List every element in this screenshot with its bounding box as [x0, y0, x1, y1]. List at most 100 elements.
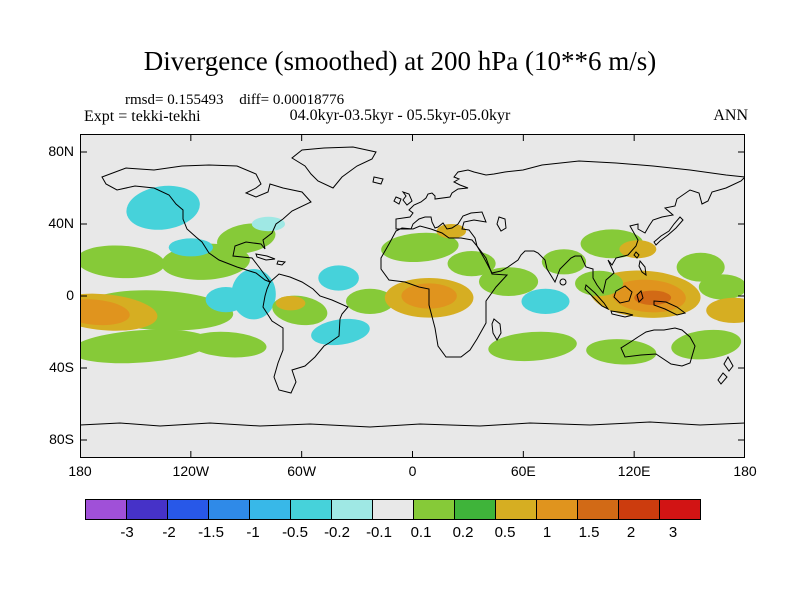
colorbar-cell — [167, 499, 209, 520]
colorbar-cell — [208, 499, 250, 520]
colorbar-level-label: 1 — [542, 524, 552, 541]
coastline-path — [717, 372, 728, 385]
anomaly-region — [318, 265, 359, 291]
stats-line: rmsd= 0.155493 diff= 0.00018776 — [125, 92, 344, 109]
map-frame — [80, 134, 745, 458]
anomaly-region — [676, 252, 725, 282]
axis-ticks — [80, 134, 745, 458]
period-label: 04.0kyr-03.5kyr - 05.5kyr-05.0kyr — [289, 107, 511, 124]
colorbar-cell — [577, 499, 619, 520]
colorbar-cell — [413, 499, 455, 520]
coastline-path — [291, 146, 377, 189]
coastline-path — [633, 251, 640, 259]
colorbar-level-label: -3 — [120, 524, 134, 541]
colorbar-cell — [331, 499, 373, 520]
coastline-path — [255, 253, 276, 261]
coastline-path — [620, 327, 696, 367]
coastline-path — [372, 176, 384, 185]
colorbar-level-label: -1 — [246, 524, 260, 541]
colorbar-cell — [536, 499, 578, 520]
colorbar-level-label: -2 — [162, 524, 176, 541]
lat-tick-label: 80S — [49, 431, 74, 447]
coastline-path — [653, 216, 684, 246]
colorbar-level-label: 1.5 — [578, 524, 600, 541]
anomaly-region — [251, 216, 286, 232]
coastline-path — [101, 164, 312, 284]
colorbar-level-label: 3 — [668, 524, 678, 541]
coastline-path — [80, 421, 745, 428]
anomaly-region — [671, 329, 742, 360]
colorbar-cell — [618, 499, 660, 520]
coastline-path — [491, 318, 502, 342]
colorbar-cell — [454, 499, 496, 520]
coastline-path — [636, 290, 644, 303]
colorbar-cell — [85, 499, 127, 520]
colorbar-cell — [126, 499, 168, 520]
anomaly-region — [436, 224, 467, 239]
lat-tick-label: 40N — [48, 215, 74, 231]
rmsd-value: rmsd= 0.155493 — [125, 92, 224, 108]
anomaly-region — [488, 331, 577, 362]
colorbar-level-label: 0.5 — [494, 524, 516, 541]
colorbar-level-label: -1.5 — [198, 524, 224, 541]
anomaly-region — [575, 270, 624, 296]
colorbar-cell — [290, 499, 332, 520]
coastline-path — [401, 191, 413, 206]
coastline-path — [638, 259, 647, 277]
coastlines — [80, 146, 745, 428]
anomaly-region — [706, 297, 745, 323]
anomaly-region — [205, 287, 247, 313]
colorbar — [85, 499, 701, 520]
colorbar-cell — [495, 499, 537, 520]
anomaly-region — [126, 185, 200, 230]
lon-tick-label: 180 — [733, 463, 757, 479]
anomaly-region — [586, 339, 657, 365]
anomaly-region — [80, 245, 165, 279]
lon-tick-label: 60W — [287, 463, 317, 479]
colorbar-level-label: -0.5 — [282, 524, 308, 541]
lon-tick-label: 60E — [510, 463, 536, 479]
anomaly-region — [168, 238, 213, 257]
anomaly-region — [275, 296, 306, 311]
colorbar-cell — [659, 499, 701, 520]
colorbar-level-label: -0.2 — [324, 524, 350, 541]
world-map — [80, 134, 745, 458]
colorbar-cell — [249, 499, 291, 520]
season-label: ANN — [713, 107, 748, 124]
lon-tick-label: 120E — [617, 463, 651, 479]
anomaly-region — [217, 223, 276, 254]
lon-tick-label: 120W — [172, 463, 210, 479]
anomaly-region — [381, 232, 459, 263]
colorbar-level-label: 2 — [626, 524, 636, 541]
coastline-path — [613, 285, 633, 304]
lon-tick-label: 0 — [408, 463, 417, 479]
lat-tick-label: 80N — [48, 143, 74, 159]
coastline-path — [584, 284, 610, 311]
experiment-label: Expt = tekki-tekhi — [84, 108, 201, 125]
coastline-path — [395, 160, 745, 295]
coastline-path — [262, 273, 349, 394]
colorbar-level-label: 0.2 — [452, 524, 474, 541]
coastline-path — [610, 310, 634, 318]
anomaly-region — [479, 267, 539, 296]
coastline-path — [496, 216, 507, 232]
lon-tick-label: 180 — [68, 463, 92, 479]
anomaly-region — [521, 288, 570, 314]
anomaly-region — [80, 299, 130, 326]
coastline-path — [393, 196, 402, 205]
coastline-path — [653, 300, 687, 316]
coastline-island — [559, 278, 567, 286]
lat-tick-label: 0 — [66, 287, 74, 303]
colorbar-cell — [372, 499, 414, 520]
plot-title: Divergence (smoothed) at 200 hPa (10**6 … — [143, 46, 657, 76]
anomaly-blobs — [80, 185, 745, 365]
anomaly-region — [311, 318, 370, 346]
coastline-path — [276, 260, 287, 266]
colorbar-level-label: 0.1 — [410, 524, 432, 541]
anomaly-region — [698, 274, 745, 300]
colorbar-level-label: -0.1 — [366, 524, 392, 541]
anomaly-region — [189, 331, 267, 358]
diff-value: diff= 0.00018776 — [239, 92, 345, 108]
lat-tick-label: 40S — [49, 359, 74, 375]
